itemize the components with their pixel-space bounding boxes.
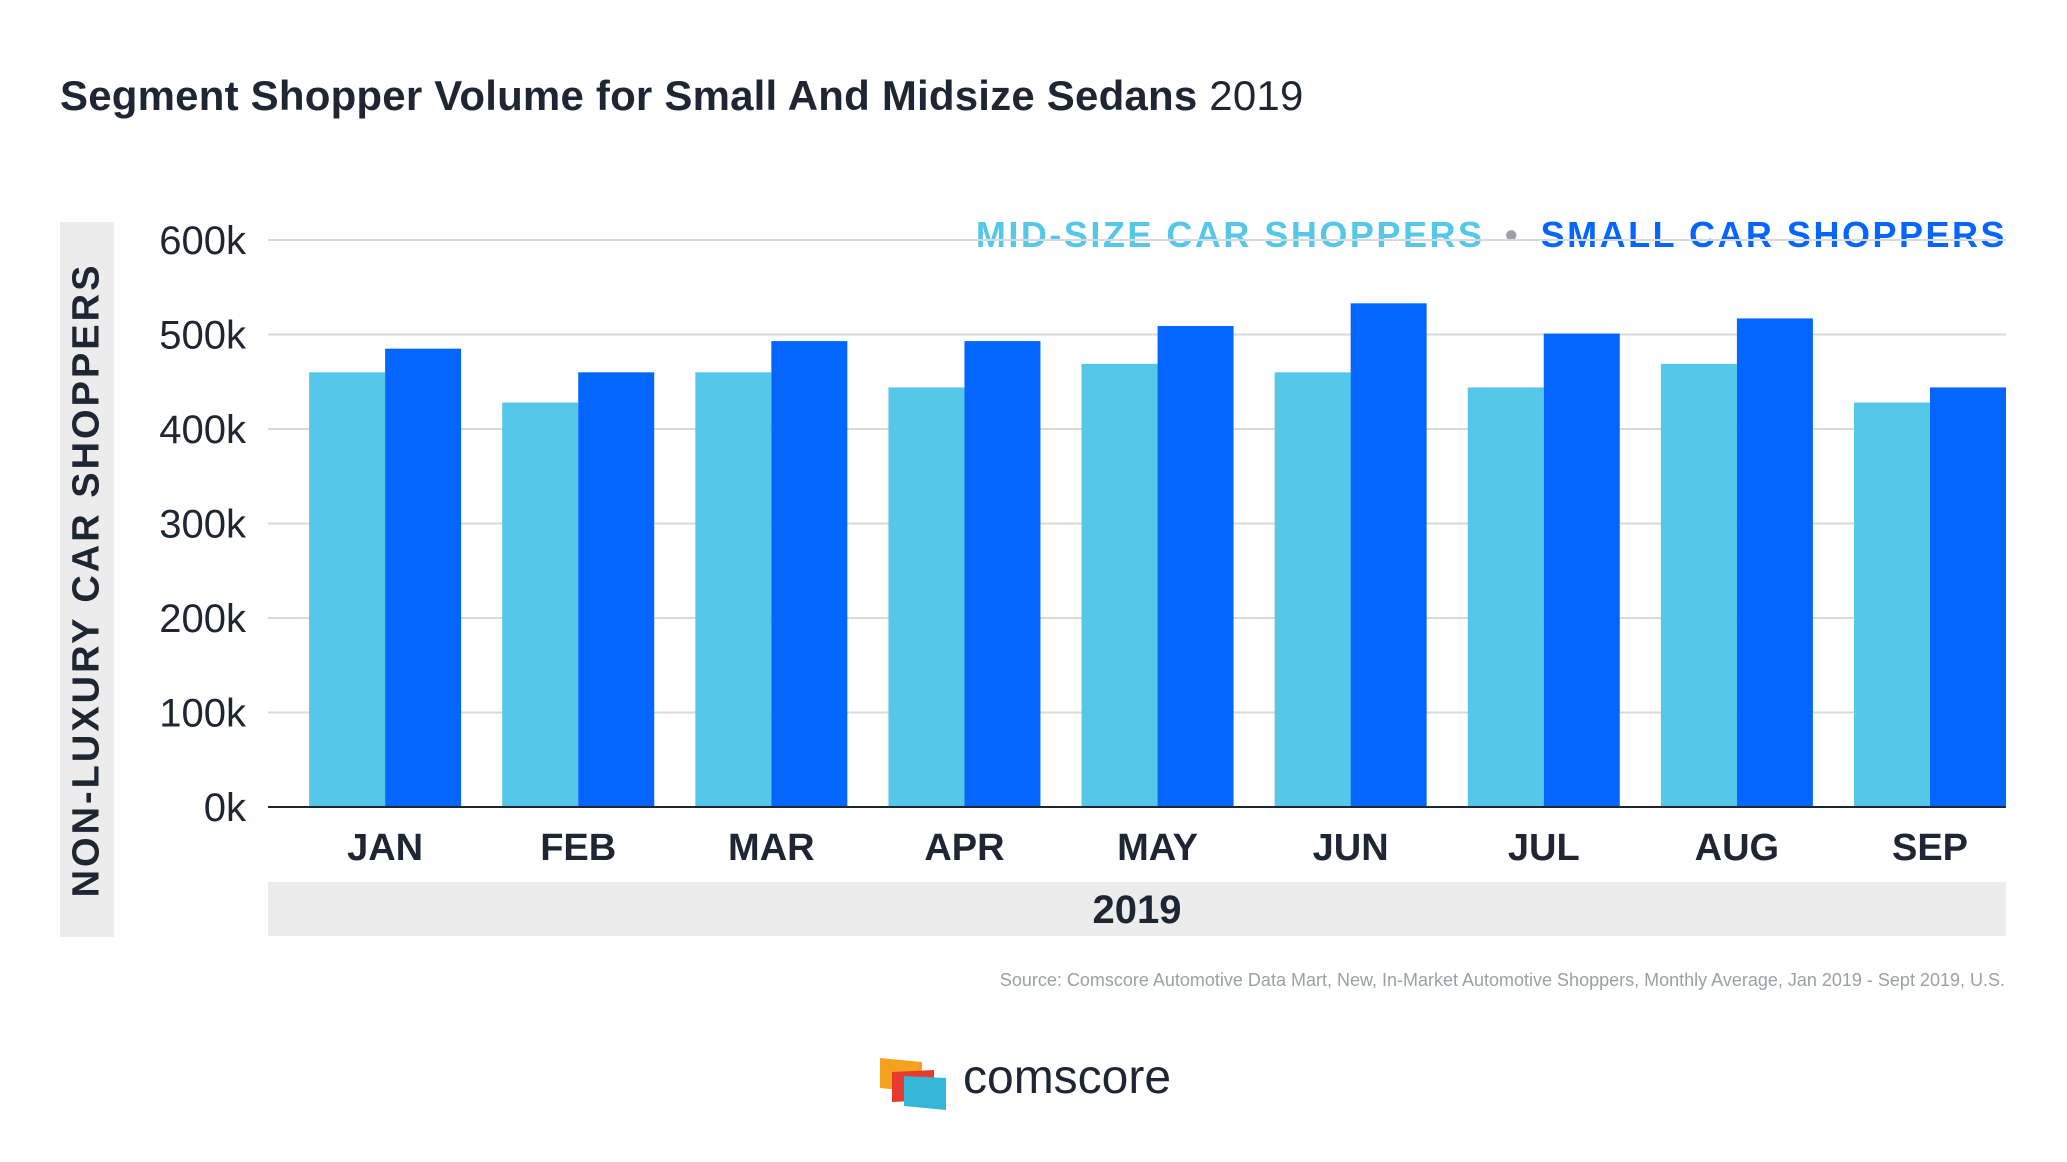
bar-small — [1350, 303, 1427, 807]
bar-small — [1930, 387, 2006, 807]
bar-small — [1157, 325, 1234, 807]
bar-mid-size — [1854, 402, 1930, 807]
x-axis-group-band: 2019 — [268, 882, 2006, 936]
y-tick-label: 200k — [159, 597, 247, 641]
bar-mid-size — [1274, 372, 1351, 807]
y-tick-label: 500k — [159, 314, 247, 358]
legend-mid-size: MID-SIZE CAR SHOPPERS — [975, 214, 1485, 255]
bar-mid-size — [888, 387, 965, 807]
y-tick-label: 0k — [204, 786, 247, 830]
bar-mid-size — [1660, 363, 1737, 807]
x-tick-label: MAR — [728, 827, 815, 869]
chart-title-year: 2019 — [1209, 72, 1304, 119]
x-tick-label: MAY — [1117, 827, 1198, 869]
x-tick-label: JUL — [1508, 827, 1580, 869]
chart-title: Segment Shopper Volume for Small And Mid… — [60, 72, 1304, 120]
comscore-logo-icon — [880, 1058, 946, 1110]
bar-mid-size — [309, 372, 386, 807]
bar-small — [771, 341, 848, 807]
bar-small — [1543, 333, 1620, 807]
x-tick-label: AUG — [1695, 827, 1779, 869]
legend-small: SMALL CAR SHOPPERS — [1540, 214, 2007, 255]
source-note: Source: Comscore Automotive Data Mart, N… — [999, 970, 2005, 990]
x-tick-label: SEP — [1892, 827, 1968, 869]
x-tick-label: JUN — [1313, 827, 1389, 869]
chart-title-main: Segment Shopper Volume for Small And Mid… — [60, 72, 1198, 119]
x-tick-label: FEB — [540, 827, 616, 869]
x-tick-label: JAN — [347, 827, 423, 869]
bar-mid-size — [695, 372, 772, 807]
bar-mid-size — [502, 402, 579, 807]
y-tick-label: 600k — [159, 219, 247, 263]
bar-small — [964, 341, 1041, 807]
legend-separator: • — [1504, 214, 1521, 255]
brand-name: comscore — [963, 1051, 1172, 1104]
y-tick-label: 100k — [159, 692, 247, 736]
bar-mid-size — [1081, 363, 1158, 807]
bar-small — [578, 372, 655, 807]
y-tick-label: 400k — [159, 408, 247, 452]
x-tick-label: APR — [924, 827, 1004, 869]
bar-mid-size — [1467, 387, 1544, 807]
y-axis-label-panel — [60, 222, 114, 937]
bar-small — [1736, 318, 1813, 807]
x-axis-year-label: 2019 — [1092, 888, 1182, 932]
y-tick-label: 300k — [159, 503, 247, 547]
legend: MID-SIZE CAR SHOPPERS • SMALL CAR SHOPPE… — [976, 214, 2007, 256]
bar-small — [385, 348, 462, 807]
